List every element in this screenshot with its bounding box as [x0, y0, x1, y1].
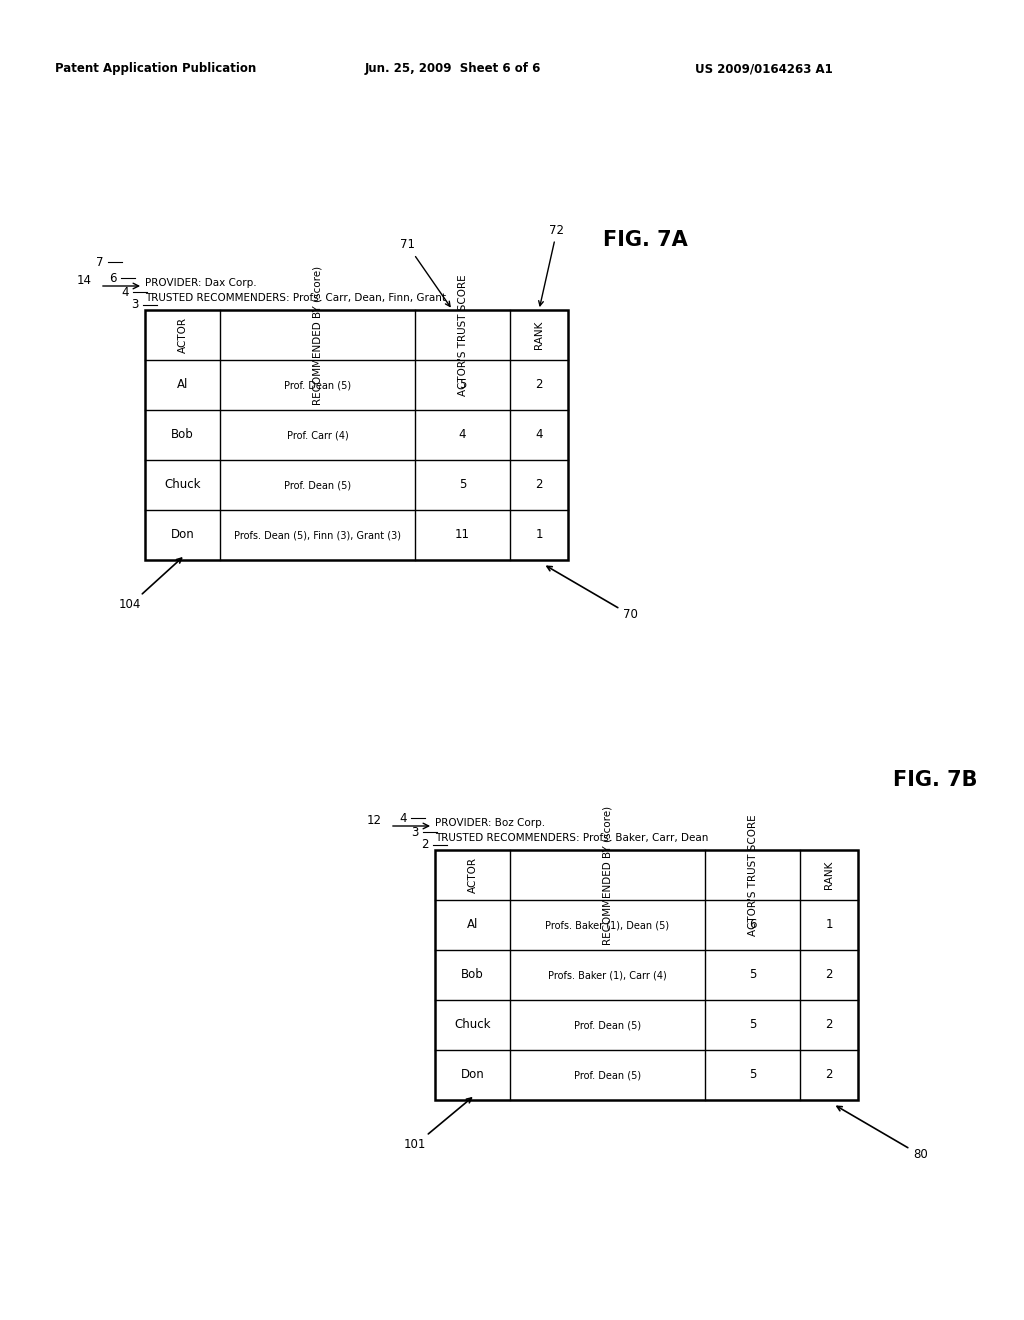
Text: 101: 101 — [403, 1098, 471, 1151]
Text: Jun. 25, 2009  Sheet 6 of 6: Jun. 25, 2009 Sheet 6 of 6 — [365, 62, 542, 75]
Text: 3: 3 — [131, 298, 138, 312]
Text: RECOMMENDED BY (score): RECOMMENDED BY (score) — [312, 265, 323, 404]
Text: 80: 80 — [837, 1106, 928, 1162]
Text: FIG. 7A: FIG. 7A — [603, 230, 688, 249]
Text: US 2009/0164263 A1: US 2009/0164263 A1 — [695, 62, 833, 75]
Text: 5: 5 — [749, 969, 756, 982]
Text: Bob: Bob — [171, 429, 194, 441]
Text: 3: 3 — [412, 825, 419, 838]
Text: Don: Don — [171, 528, 195, 541]
Text: 2: 2 — [825, 969, 833, 982]
Text: RECOMMENDED BY (score): RECOMMENDED BY (score) — [602, 805, 612, 945]
Text: Prof. Dean (5): Prof. Dean (5) — [284, 380, 351, 389]
Bar — [435, 850, 858, 1100]
Text: 2: 2 — [536, 479, 543, 491]
Text: Al: Al — [467, 919, 478, 932]
Text: 1: 1 — [825, 919, 833, 932]
Text: 4: 4 — [399, 812, 407, 825]
Text: Prof. Dean (5): Prof. Dean (5) — [573, 1071, 641, 1080]
Text: 72: 72 — [539, 223, 564, 306]
Text: Bob: Bob — [461, 969, 484, 982]
Text: 12: 12 — [367, 813, 382, 826]
Text: TRUSTED RECOMMENDERS: Profs. Carr, Dean, Finn, Grant: TRUSTED RECOMMENDERS: Profs. Carr, Dean,… — [145, 293, 446, 304]
Text: 2: 2 — [536, 379, 543, 392]
Text: Patent Application Publication: Patent Application Publication — [55, 62, 256, 75]
Text: 104: 104 — [119, 558, 181, 611]
Text: ACTOR: ACTOR — [468, 857, 477, 894]
Text: 2: 2 — [421, 838, 429, 851]
Text: 6: 6 — [110, 272, 117, 285]
Text: Prof. Carr (4): Prof. Carr (4) — [287, 430, 348, 440]
Text: RANK: RANK — [534, 321, 544, 350]
Text: RANK: RANK — [824, 861, 834, 890]
Text: Profs. Baker (1), Dean (5): Profs. Baker (1), Dean (5) — [546, 920, 670, 931]
Bar — [145, 310, 568, 560]
Text: 4: 4 — [459, 429, 466, 441]
Text: 2: 2 — [825, 1019, 833, 1031]
Text: 2: 2 — [825, 1068, 833, 1081]
Text: 5: 5 — [459, 379, 466, 392]
Text: Don: Don — [461, 1068, 484, 1081]
Text: FIG. 7B: FIG. 7B — [893, 770, 978, 789]
Text: ACTOR'S TRUST SCORE: ACTOR'S TRUST SCORE — [748, 814, 758, 936]
Text: Prof. Dean (5): Prof. Dean (5) — [284, 480, 351, 490]
Text: Chuck: Chuck — [455, 1019, 490, 1031]
Text: 4: 4 — [536, 429, 543, 441]
Text: 71: 71 — [400, 239, 450, 306]
Text: 5: 5 — [749, 1068, 756, 1081]
Text: Profs. Baker (1), Carr (4): Profs. Baker (1), Carr (4) — [548, 970, 667, 979]
Text: Al: Al — [177, 379, 188, 392]
Text: 14: 14 — [77, 273, 92, 286]
Text: ACTOR: ACTOR — [177, 317, 187, 352]
Text: 5: 5 — [459, 479, 466, 491]
Text: 7: 7 — [96, 256, 103, 268]
Text: 70: 70 — [547, 566, 638, 622]
Text: 5: 5 — [749, 1019, 756, 1031]
Text: 1: 1 — [536, 528, 543, 541]
Text: 11: 11 — [455, 528, 470, 541]
Text: PROVIDER: Dax Corp.: PROVIDER: Dax Corp. — [145, 279, 257, 288]
Text: ACTOR'S TRUST SCORE: ACTOR'S TRUST SCORE — [458, 275, 468, 396]
Text: PROVIDER: Boz Corp.: PROVIDER: Boz Corp. — [435, 818, 545, 828]
Text: Profs. Dean (5), Finn (3), Grant (3): Profs. Dean (5), Finn (3), Grant (3) — [234, 531, 401, 540]
Text: Chuck: Chuck — [164, 479, 201, 491]
Text: TRUSTED RECOMMENDERS: Profs. Baker, Carr, Dean: TRUSTED RECOMMENDERS: Profs. Baker, Carr… — [435, 833, 709, 843]
Text: 6: 6 — [749, 919, 757, 932]
Text: 4: 4 — [121, 285, 129, 298]
Text: Prof. Dean (5): Prof. Dean (5) — [573, 1020, 641, 1030]
